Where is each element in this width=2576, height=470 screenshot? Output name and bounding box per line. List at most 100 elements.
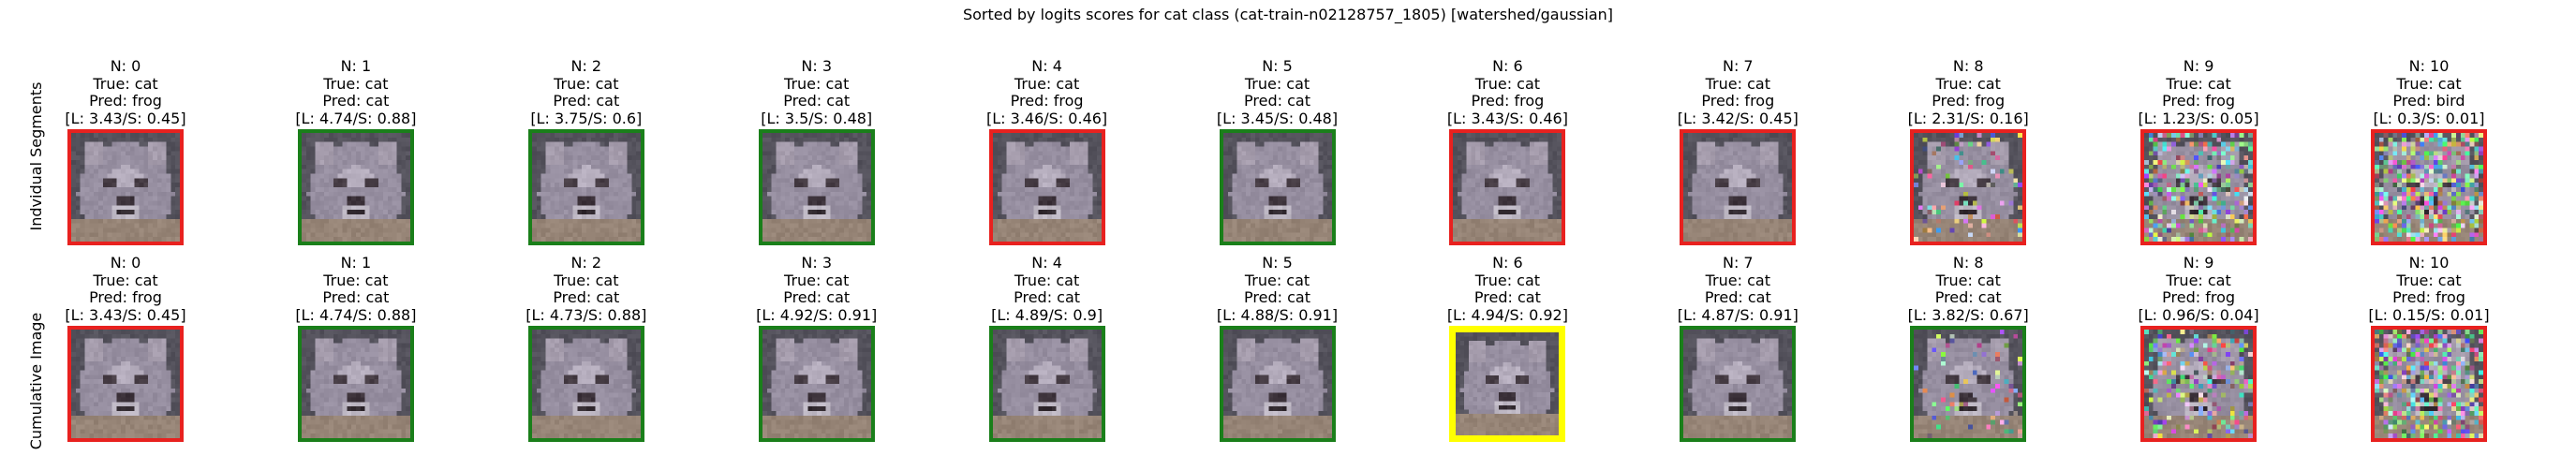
caption-pred: Pred: cat (1404, 289, 1610, 307)
segment-thumbnail (759, 326, 875, 442)
segment-thumbnail (1220, 129, 1336, 245)
caption-score: [L: 4.89/S: 0.9] (944, 307, 1150, 325)
caption-score: [L: 3.43/S: 0.45] (22, 307, 229, 325)
caption-n: N: 3 (714, 255, 920, 272)
segment-thumbnail (298, 129, 414, 245)
caption-pred: Pred: bird (2326, 93, 2532, 110)
segment-thumbnail (1910, 129, 2026, 245)
caption-pred: Pred: frog (1404, 93, 1610, 110)
segment-thumbnail (1220, 326, 1336, 442)
caption-true: True: cat (944, 272, 1150, 290)
caption-true: True: cat (1404, 272, 1610, 290)
caption-score: [L: 4.87/S: 0.91] (1635, 307, 1841, 325)
caption-true: True: cat (22, 76, 229, 94)
caption-n: N: 4 (944, 58, 1150, 76)
caption-true: True: cat (1865, 272, 2071, 290)
caption-pred: Pred: frog (22, 93, 229, 110)
caption-n: N: 4 (944, 255, 1150, 272)
caption-score: [L: 4.73/S: 0.88] (483, 307, 689, 325)
segment-thumbnail (989, 326, 1105, 442)
caption-n: N: 9 (2095, 58, 2302, 76)
caption-pred: Pred: cat (714, 289, 920, 307)
caption-pred: Pred: cat (483, 93, 689, 110)
caption-pred: Pred: cat (253, 93, 459, 110)
segment-thumbnail (67, 129, 184, 245)
caption-pred: Pred: frog (22, 289, 229, 307)
caption-n: N: 3 (714, 58, 920, 76)
caption-true: True: cat (22, 272, 229, 290)
caption-true: True: cat (944, 76, 1150, 94)
caption-n: N: 10 (2326, 58, 2532, 76)
caption-n: N: 1 (253, 255, 459, 272)
caption-true: True: cat (2326, 272, 2532, 290)
caption-pred: Pred: frog (2326, 289, 2532, 307)
caption-true: True: cat (1635, 76, 1841, 94)
caption-true: True: cat (2326, 76, 2532, 94)
segment-thumbnail (2371, 129, 2487, 245)
caption-score: [L: 3.5/S: 0.48] (714, 110, 920, 128)
caption-n: N: 1 (253, 58, 459, 76)
caption-pred: Pred: frog (2095, 93, 2302, 110)
caption-score: [L: 3.75/S: 0.6] (483, 110, 689, 128)
caption-true: True: cat (1404, 76, 1610, 94)
caption-score: [L: 3.42/S: 0.45] (1635, 110, 1841, 128)
caption-true: True: cat (253, 76, 459, 94)
caption-pred: Pred: frog (944, 93, 1150, 110)
segment-thumbnail (2140, 326, 2257, 442)
segment-thumbnail (1680, 326, 1796, 442)
segment-thumbnail (2371, 326, 2487, 442)
caption-score: [L: 4.92/S: 0.91] (714, 307, 920, 325)
segment-thumbnail (528, 129, 644, 245)
caption-pred: Pred: cat (1865, 289, 2071, 307)
caption-n: N: 6 (1404, 255, 1610, 272)
segment-thumbnail (759, 129, 875, 245)
caption-n: N: 8 (1865, 58, 2071, 76)
caption-n: N: 0 (22, 58, 229, 76)
caption-pred: Pred: cat (253, 289, 459, 307)
segment-thumbnail (1680, 129, 1796, 245)
caption-pred: Pred: cat (944, 289, 1150, 307)
caption-true: True: cat (253, 272, 459, 290)
caption-true: True: cat (714, 76, 920, 94)
segment-thumbnail (1449, 326, 1565, 442)
segment-thumbnail (528, 326, 644, 442)
caption-score: [L: 0.96/S: 0.04] (2095, 307, 2302, 325)
caption-true: True: cat (1635, 272, 1841, 290)
caption-score: [L: 0.15/S: 0.01] (2326, 307, 2532, 325)
caption-n: N: 6 (1404, 58, 1610, 76)
figure-title: Sorted by logits scores for cat class (c… (0, 6, 2576, 24)
caption-score: [L: 3.82/S: 0.67] (1865, 307, 2071, 325)
caption-score: [L: 2.31/S: 0.16] (1865, 110, 2071, 128)
segment-thumbnail (298, 326, 414, 442)
caption-pred: Pred: cat (714, 93, 920, 110)
caption-n: N: 7 (1635, 58, 1841, 76)
caption-true: True: cat (1865, 76, 2071, 94)
caption-pred: Pred: cat (1175, 289, 1381, 307)
